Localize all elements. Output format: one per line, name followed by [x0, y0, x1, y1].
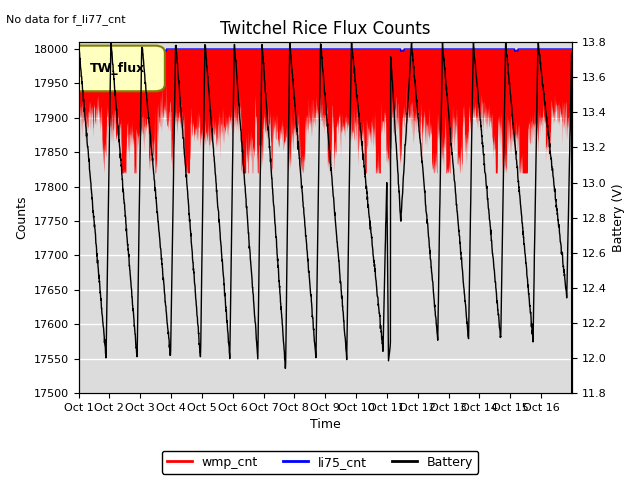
- Legend: wmp_cnt, li75_cnt, Battery: wmp_cnt, li75_cnt, Battery: [162, 451, 478, 474]
- Title: Twitchel Rice Flux Counts: Twitchel Rice Flux Counts: [220, 20, 431, 38]
- FancyBboxPatch shape: [71, 46, 165, 91]
- Y-axis label: Battery (V): Battery (V): [612, 183, 625, 252]
- Y-axis label: Counts: Counts: [15, 196, 28, 240]
- Text: No data for f_li77_cnt: No data for f_li77_cnt: [6, 14, 126, 25]
- X-axis label: Time: Time: [310, 419, 340, 432]
- Text: TW_flux: TW_flux: [90, 62, 146, 75]
